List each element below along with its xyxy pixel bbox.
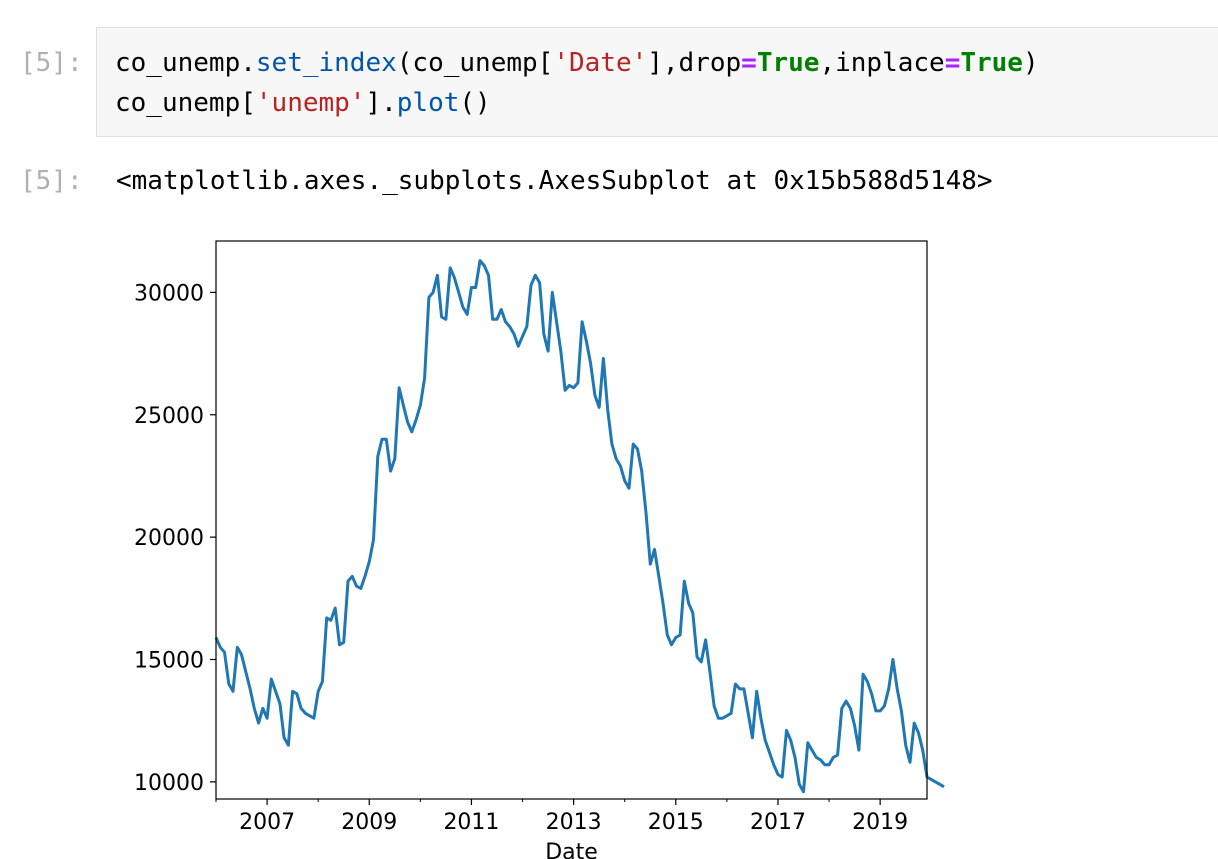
x-tick-label: 2009 — [341, 810, 397, 835]
code-cell[interactable]: co_unemp.set_index(co_unemp['Date'],drop… — [96, 27, 1218, 137]
code-line-1: co_unemp.set_index(co_unemp['Date'],drop… — [115, 48, 1039, 78]
code-line-1-token: set_index — [255, 48, 397, 78]
line-chart: 10000 15000 20000 25000 30000 2007 2009 2011 201… — [134, 240, 945, 859]
series-line — [214, 259, 945, 794]
code-line-2-token: ]. — [365, 88, 397, 118]
x-tick-label: 2007 — [239, 810, 295, 835]
code-line-1-token: True — [960, 48, 1023, 78]
code-line-1-token: = — [741, 48, 757, 78]
code-line-1-token: 'Date' — [553, 48, 648, 78]
x-tick-label: 2011 — [443, 810, 499, 835]
x-tick-label: 2015 — [648, 810, 704, 835]
code-line-1-token: ,inplace — [819, 48, 945, 78]
output-text: <matplotlib.axes._subplots.AxesSubplot a… — [116, 166, 993, 196]
x-tick-label: 2019 — [852, 810, 908, 835]
x-tick-label: 2017 — [750, 810, 806, 835]
output-prompt: [5]: — [20, 166, 83, 196]
plot-frame — [215, 240, 928, 800]
code-line-2-token: co_unemp[ — [115, 88, 256, 118]
code-line-2-token: () — [459, 88, 491, 118]
x-tick-label: 2013 — [546, 810, 602, 835]
code-line-1-token: co_unemp. — [115, 48, 256, 78]
code-line-1-token: (co_unemp[ — [396, 48, 554, 78]
y-tick-label: 25000 — [134, 404, 204, 429]
x-axis-label: Date — [545, 840, 598, 859]
code-line-2-token: 'unemp' — [255, 88, 366, 118]
code-line-2-token: plot — [396, 88, 460, 118]
y-tick-label: 15000 — [134, 649, 204, 674]
y-tick-label: 30000 — [134, 281, 204, 306]
code-line-1-token: = — [944, 48, 961, 78]
y-tick-label: 10000 — [134, 771, 204, 796]
code-line-1-token: ) — [1022, 48, 1039, 78]
y-tick-label: 20000 — [134, 526, 204, 551]
code-line-2: co_unemp['unemp'].plot() — [115, 88, 491, 118]
code-line-1-token: True — [756, 48, 820, 78]
input-prompt: [5]: — [20, 48, 83, 78]
code-line-1-token: ],drop — [647, 48, 742, 78]
